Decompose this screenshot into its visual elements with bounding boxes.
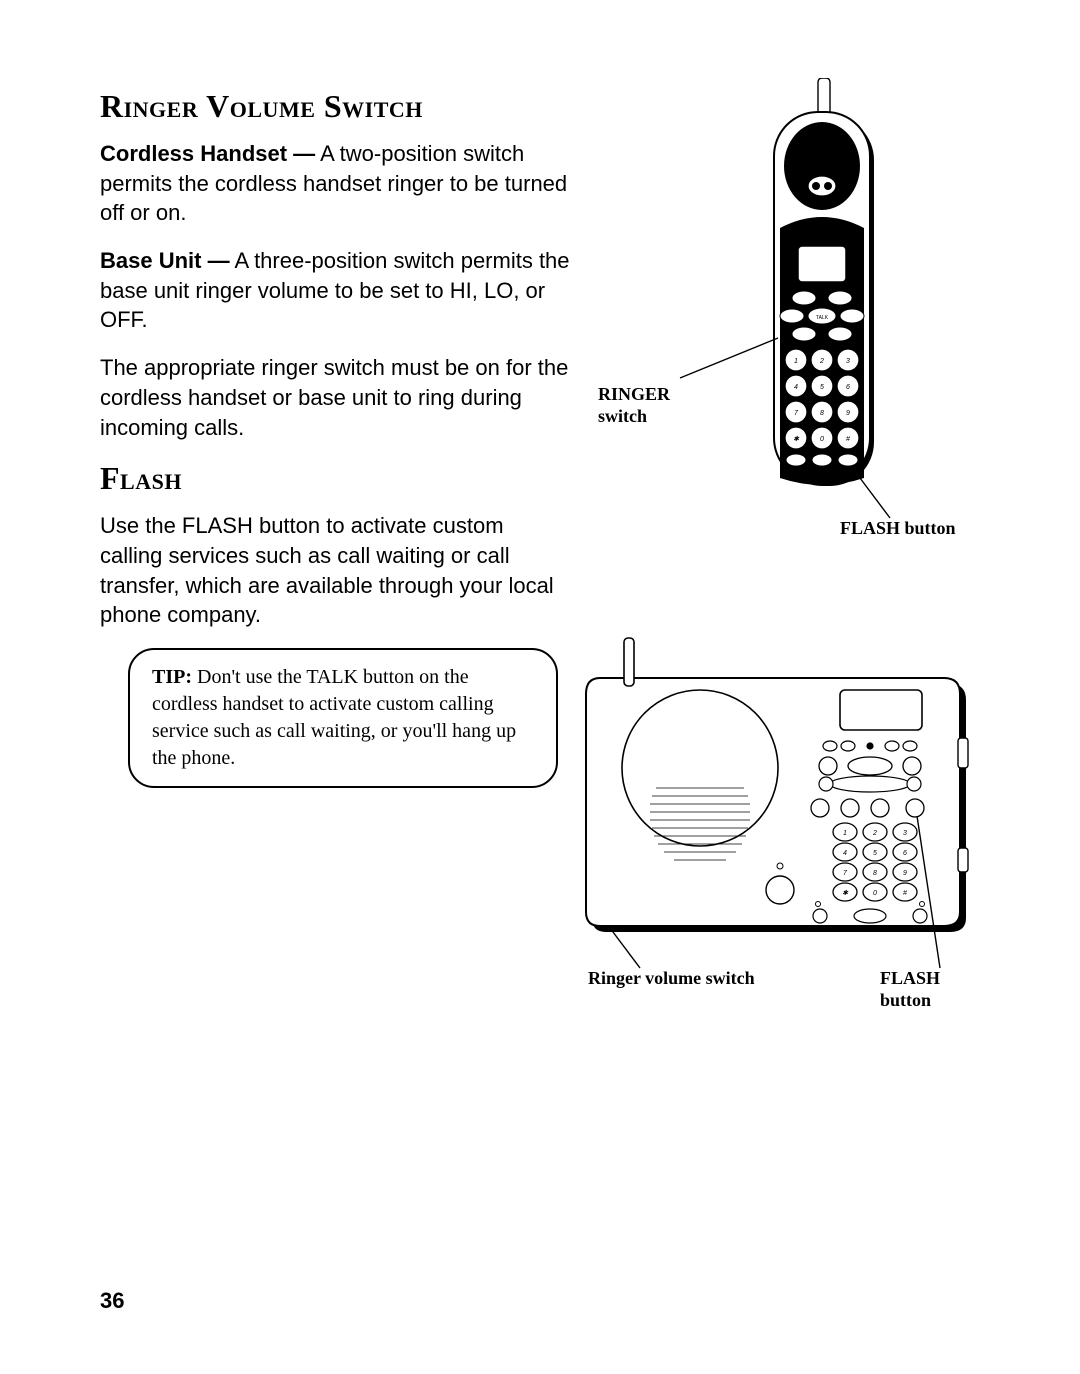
svg-text:6: 6 (846, 384, 850, 391)
svg-text:1: 1 (794, 358, 798, 365)
svg-text:4: 4 (794, 384, 798, 391)
svg-text:6: 6 (903, 850, 907, 857)
para-handset-lead: Cordless Handset — (100, 141, 315, 166)
handset-svg: 123 456 789 ✱0# TALK (670, 78, 990, 558)
svg-text:9: 9 (846, 410, 850, 417)
para-flash: Use the FLASH button to activate custom … (100, 511, 570, 630)
manual-page: Ringer Volume Switch Cordless Handset — … (0, 0, 1080, 1374)
page-number: 36 (100, 1288, 124, 1314)
figure-column: 123 456 789 ✱0# TALK RINGER (600, 88, 990, 788)
svg-text:0: 0 (820, 436, 824, 443)
section-title-flash: Flash (100, 460, 570, 497)
callout-ringer-l1: RINGER (598, 384, 670, 404)
callout-flash-base: FLASH button (880, 968, 990, 1011)
tip-body: Don't use the TALK button on the cordles… (152, 666, 516, 769)
base-figure: 123 456 789 ✱0# (570, 628, 990, 988)
callout-ringer-switch: RINGER switch (598, 384, 678, 427)
svg-text:#: # (903, 890, 907, 897)
content-columns: Ringer Volume Switch Cordless Handset — … (100, 88, 990, 788)
para-note: The appropriate ringer switch must be on… (100, 353, 570, 442)
svg-text:0: 0 (873, 890, 877, 897)
handset-figure: 123 456 789 ✱0# TALK RINGER (670, 78, 990, 558)
svg-text:5: 5 (820, 384, 824, 391)
callout-flash-handset: FLASH button (840, 518, 956, 540)
svg-text:2: 2 (872, 830, 877, 837)
svg-text:#: # (846, 436, 850, 443)
svg-text:1: 1 (843, 830, 847, 837)
callout-ringer-l2: switch (598, 406, 647, 426)
para-handset: Cordless Handset — A two-position switch… (100, 139, 570, 228)
section-title-ringer: Ringer Volume Switch (100, 88, 570, 125)
callout-ringer-volume: Ringer volume switch (588, 968, 755, 990)
tip-text: TIP: Don't use the TALK button on the co… (152, 664, 534, 772)
svg-text:3: 3 (846, 358, 850, 365)
svg-text:2: 2 (819, 358, 824, 365)
svg-text:8: 8 (820, 410, 824, 417)
para-base-lead: Base Unit — (100, 248, 230, 273)
svg-text:5: 5 (873, 850, 877, 857)
text-column: Ringer Volume Switch Cordless Handset — … (100, 88, 570, 788)
svg-text:3: 3 (903, 830, 907, 837)
para-base: Base Unit — A three-position switch perm… (100, 246, 570, 335)
svg-text:8: 8 (873, 870, 877, 877)
base-svg: 123 456 789 ✱0# (570, 628, 990, 988)
tip-box: TIP: Don't use the TALK button on the co… (128, 648, 558, 788)
tip-lead: TIP: (152, 666, 192, 688)
svg-text:9: 9 (903, 870, 907, 877)
svg-text:TALK: TALK (816, 315, 829, 321)
svg-text:4: 4 (843, 850, 847, 857)
